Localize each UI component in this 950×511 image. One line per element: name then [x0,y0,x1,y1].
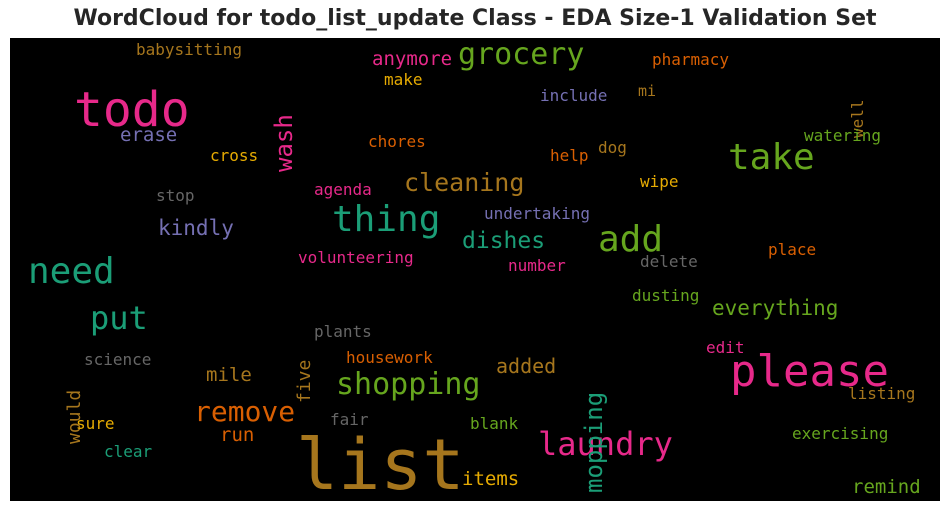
word-pharmacy: pharmacy [652,50,730,69]
word-sure: sure [76,414,115,433]
word-dusting: dusting [632,286,700,305]
word-remove: remove [194,395,296,428]
word-added: added [496,354,557,378]
word-edit: edit [706,338,745,357]
word-blank: blank [470,414,519,433]
word-dog: dog [598,138,627,157]
word-grocery: grocery [458,38,585,72]
word-need: need [28,251,115,292]
word-babysitting: babysitting [136,40,242,59]
word-take: take [728,137,815,178]
word-chores: chores [368,132,426,151]
word-mi: mi [638,82,657,100]
word-please: please [730,346,889,397]
wordcloud-panel: list todo please need thing take add laundry gro… [10,38,940,501]
word-laundry: laundry [538,425,673,463]
word-five: five [294,359,315,404]
word-science: science [84,350,152,369]
word-listing: listing [848,384,916,403]
word-remind: remind [852,476,921,498]
word-add: add [598,219,664,260]
word-delete: delete [640,252,698,271]
word-fair: fair [330,410,369,429]
word-everything: everything [712,296,839,320]
word-thing: thing [332,199,441,240]
word-include: include [540,86,608,105]
word-plants: plants [314,322,372,341]
word-erase: erase [120,124,178,146]
word-cross: cross [210,146,259,165]
word-todo: todo [74,82,190,138]
word-make: make [384,70,423,89]
word-dishes: dishes [462,228,546,254]
word-place: place [768,240,817,259]
word-stop: stop [156,186,195,205]
word-housework: housework [346,348,433,367]
word-put: put [90,299,148,337]
word-undertaking: undertaking [484,204,590,223]
word-shopping: shopping [336,367,481,402]
word-wash: wash [270,113,298,172]
word-wipe: wipe [640,172,679,191]
word-watering: watering [804,126,882,145]
word-kindly: kindly [158,216,234,240]
word-anymore: anymore [372,48,453,70]
word-clear: clear [104,442,153,461]
word-number: number [508,256,566,275]
word-volunteering: volunteering [298,248,414,267]
word-run: run [220,424,255,446]
word-cleaning: cleaning [404,168,525,197]
word-items: items [462,468,520,490]
word-exercising: exercising [792,424,889,443]
word-mile: mile [206,364,252,386]
word-mopping: mopping [580,391,608,493]
word-list: list [296,424,465,501]
word-agenda: agenda [314,180,372,199]
chart-title: WordCloud for todo_list_update Class - E… [73,6,877,31]
word-help: help [550,146,589,165]
